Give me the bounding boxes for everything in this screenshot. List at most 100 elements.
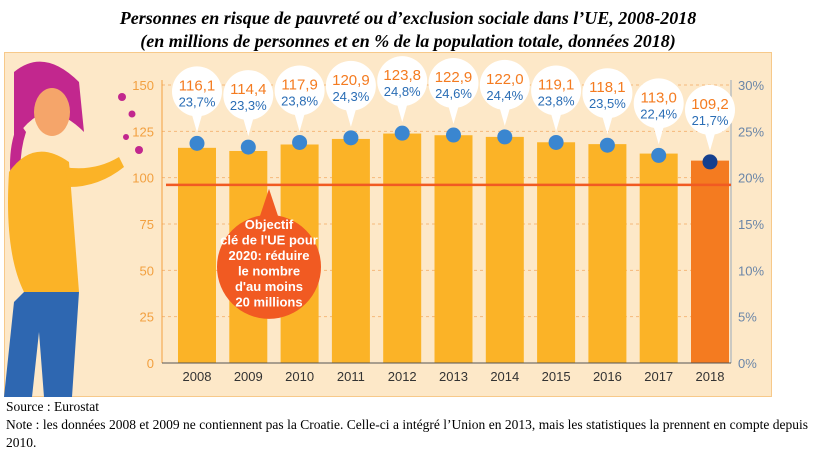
rate-label: 23,7% [179, 94, 216, 109]
rate-label: 22,4% [640, 106, 677, 121]
y-tick-label: 150 [132, 78, 154, 93]
annotation-tail [259, 188, 279, 219]
bubble-2011 [325, 60, 376, 111]
rate-label: 24,4% [486, 88, 523, 103]
value-label: 118,1 [589, 79, 625, 96]
annotation-line: Objectif [245, 217, 294, 232]
y-tick-label: 75 [140, 217, 154, 232]
y2-tick-label: 30% [738, 78, 764, 93]
value-label: 117,9 [281, 76, 317, 93]
bubble-tail [704, 129, 716, 151]
bubble-tail [242, 115, 255, 137]
rate-dot-2011 [343, 130, 359, 146]
bubble-2009 [223, 70, 274, 121]
y2-tick-label: 5% [738, 310, 757, 325]
bar-2012 [383, 133, 422, 363]
rate-dot-2008 [189, 135, 205, 151]
rate-label: 24,6% [435, 86, 472, 101]
value-label: 122,9 [435, 69, 473, 86]
bubble-2013 [428, 58, 479, 109]
rate-label: 23,8% [538, 93, 575, 108]
y2-tick-label: 10% [738, 263, 764, 278]
chart-title: Personnes en risque de pauvreté ou d’exc… [119, 8, 697, 28]
bubble-2018 [685, 84, 735, 135]
rate-label: 24,3% [332, 89, 369, 104]
woman-illustration [4, 61, 143, 397]
bubble-tail [344, 105, 357, 127]
y-tick-label: 0 [147, 356, 154, 371]
bar-2015 [537, 142, 576, 363]
bubble-tail [191, 111, 203, 133]
bubble-tail [601, 113, 614, 135]
bubble-2012 [377, 56, 428, 107]
annotation-line: clé de l'UE pour [220, 232, 318, 247]
y2-tick-label: 20% [738, 171, 764, 186]
bubble-2010 [274, 65, 325, 116]
bar-2008 [178, 147, 216, 363]
value-label: 114,4 [230, 81, 266, 98]
y2-tick-label: 25% [738, 124, 764, 139]
value-label: 109,2 [691, 96, 729, 113]
x-tick-label: 2012 [388, 369, 417, 384]
bubble-2017 [633, 78, 684, 129]
bar-2017 [639, 153, 678, 363]
bubble-2016 [582, 68, 633, 119]
rate-dot-2017 [651, 147, 667, 163]
source-text: Source : Eurostat [6, 399, 99, 414]
y-tick-label: 50 [140, 263, 154, 278]
annotation-line: 2020: réduire [229, 248, 310, 263]
rate-dot-2013 [446, 127, 461, 143]
x-tick-label: 2018 [696, 369, 725, 384]
y-tick-label: 100 [132, 171, 154, 186]
y-tick-label: 25 [140, 310, 154, 325]
value-label: 113,0 [640, 89, 676, 106]
bar-2011 [331, 138, 370, 363]
rate-label: 21,7% [692, 113, 729, 128]
bubble-tail [447, 103, 460, 125]
annotation-line: le nombre [238, 263, 300, 278]
value-label: 116,1 [179, 77, 215, 94]
x-tick-label: 2008 [183, 369, 212, 384]
value-label: 119,1 [538, 76, 574, 93]
bar-2018 [691, 160, 729, 363]
bubble-tail [498, 104, 511, 126]
y-tick-label: 125 [132, 124, 154, 139]
y2-tick-label: 15% [738, 217, 764, 232]
x-tick-label: 2017 [644, 369, 673, 384]
x-tick-label: 2016 [593, 369, 622, 384]
rate-dot-2014 [497, 129, 513, 145]
rate-dot-2016 [599, 137, 615, 153]
rate-dot-2010 [292, 134, 308, 150]
bubble-tail [652, 123, 665, 145]
value-label: 120,9 [332, 72, 370, 89]
rate-label: 23,3% [230, 98, 267, 113]
bar-2013 [434, 135, 473, 363]
bubble-tail [293, 110, 306, 132]
note-text: Note : les données 2008 et 2009 ne conti… [6, 417, 808, 450]
annotation-line: 20 millions [235, 294, 302, 309]
x-tick-label: 2009 [234, 369, 263, 384]
chart-subtitle: (en millions de personnes et en % de la … [140, 31, 676, 51]
bar-2014 [485, 136, 524, 363]
rate-dot-2018 [702, 154, 718, 170]
rate-label: 23,5% [589, 96, 626, 111]
bubble-tail [396, 101, 409, 123]
value-label: 123,8 [383, 67, 421, 84]
x-tick-label: 2014 [490, 369, 519, 384]
y2-tick-label: 0% [738, 356, 757, 371]
rate-dot-2009 [240, 139, 256, 155]
chart: 0 25 50 75 100 125 150 0% 5% 10% 15% 20% 25% 30% 2008 2… [4, 52, 772, 397]
bar-2016 [588, 144, 627, 363]
x-tick-label: 2013 [439, 369, 468, 384]
value-label: 122,0 [486, 71, 524, 88]
x-tick-label: 2015 [542, 369, 571, 384]
bubble-2008 [172, 66, 222, 117]
rate-dot-2012 [394, 125, 410, 141]
rate-dot-2015 [548, 134, 564, 150]
rate-label: 23,8% [281, 93, 318, 108]
x-tick-label: 2011 [337, 369, 365, 384]
target-annotation [217, 214, 321, 319]
bubble-tail [550, 110, 563, 132]
bubble-2014 [479, 59, 530, 110]
bubble-2015 [531, 65, 582, 116]
